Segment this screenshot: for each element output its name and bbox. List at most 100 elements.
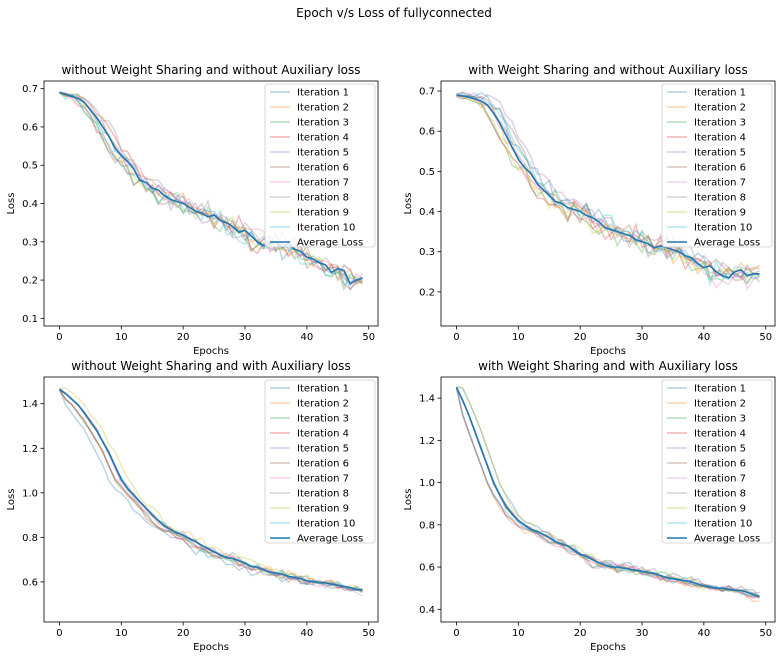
axes-frame <box>440 80 776 327</box>
iteration-5-line <box>456 92 760 280</box>
y-tick-label: 0.3 <box>22 237 38 248</box>
y-tick-label: 0.4 <box>419 605 435 616</box>
legend: Iteration 1 Iteration 2 Iteration 3 Iterati… <box>661 83 773 249</box>
x-tick-label: 50 <box>759 628 772 639</box>
y-tick-label: 0.6 <box>419 563 435 574</box>
iteration-3-line <box>59 91 363 292</box>
legend-label: Iteration 3 <box>297 118 349 129</box>
x-tick-label: 10 <box>115 628 128 639</box>
legend-label: Iteration 3 <box>694 414 746 425</box>
legend-label: Iteration 1 <box>694 384 746 395</box>
subplot-title: with Weight Sharing and without Auxiliar… <box>468 63 747 77</box>
x-tick-label: 50 <box>362 332 375 343</box>
y-tick-label: 1.2 <box>22 444 38 455</box>
x-tick-label: 20 <box>177 332 190 343</box>
subplot-grid: 0 10 20 30 40 50 0.1 0.2 0.3 0.4 0.5 0.6 0.7 without … <box>6 63 776 653</box>
y-tick-label: 0.2 <box>22 276 38 287</box>
legend-label: Iteration 3 <box>694 118 746 129</box>
y-tick-label: 1.4 <box>22 399 38 410</box>
x-tick-label: 50 <box>759 332 772 343</box>
legend-label: Iteration 9 <box>297 208 349 219</box>
y-tick-label: 0.4 <box>22 199 38 210</box>
y-tick-label: 0.6 <box>22 577 38 588</box>
iteration-10-line <box>456 94 760 287</box>
x-tick-label: 40 <box>301 332 314 343</box>
y-tick-label: 0.8 <box>22 533 38 544</box>
legend-label: Average Loss <box>297 238 363 249</box>
legend-label: Iteration 10 <box>297 223 355 234</box>
legend-label: Iteration 7 <box>694 474 746 485</box>
average-loss-line <box>59 388 363 591</box>
subplot-2: 0 10 20 30 40 50 0.2 0.3 0.4 0.5 0.6 0.7 with Weight… <box>403 63 776 357</box>
legend-label: Iteration 2 <box>297 399 349 410</box>
x-axis-label: Epochs <box>590 642 626 653</box>
subplot-title: without Weight Sharing and without Auxil… <box>61 63 360 77</box>
legend-label: Iteration 9 <box>694 504 746 515</box>
iteration-2-line <box>456 94 760 276</box>
figure-title: Epoch v/s Loss of fullyconnected <box>296 6 492 20</box>
x-tick-label: 10 <box>512 628 525 639</box>
x-tick-label: 0 <box>453 332 459 343</box>
x-tick-label: 0 <box>56 628 62 639</box>
y-tick-label: 1.2 <box>419 436 435 447</box>
iteration-6-line <box>455 387 760 595</box>
x-axis-label: Epochs <box>193 642 229 653</box>
x-tick-label: 40 <box>301 628 314 639</box>
iteration-1-line <box>58 389 363 591</box>
iteration-5-line <box>455 387 760 599</box>
legend-label: Iteration 2 <box>694 103 746 114</box>
legend-box <box>661 379 773 544</box>
legend-label: Average Loss <box>694 238 760 249</box>
legend-label: Iteration 10 <box>694 223 752 234</box>
legend-label: Iteration 8 <box>297 489 349 500</box>
subplot-3: 0 10 20 30 40 50 0.6 0.8 1.0 1.2 1.4 without Weight… <box>6 359 379 653</box>
legend-label: Iteration 8 <box>694 489 746 500</box>
plot-area <box>58 387 363 597</box>
legend-label: Iteration 9 <box>297 504 349 515</box>
iteration-1-line <box>456 386 761 598</box>
iteration-8-line <box>59 91 363 284</box>
y-axis-label: Loss <box>403 193 414 215</box>
legend-label: Iteration 1 <box>297 384 349 395</box>
iteration-4-line <box>455 387 760 599</box>
iteration-6-line <box>456 91 760 282</box>
legend-label: Iteration 5 <box>694 148 746 159</box>
legend-label: Iteration 8 <box>694 193 746 204</box>
y-tick-label: 1.4 <box>419 394 435 405</box>
legend-label: Iteration 3 <box>297 414 349 425</box>
average-loss-line <box>59 91 363 286</box>
x-tick-label: 50 <box>362 628 375 639</box>
legend: Iteration 1 Iteration 2 Iteration 3 Iterati… <box>264 83 376 249</box>
legend-label: Iteration 5 <box>694 444 746 455</box>
legend-box <box>264 83 376 248</box>
plot-area <box>455 386 761 603</box>
legend-label: Iteration 4 <box>297 133 349 144</box>
axes-frame <box>440 376 776 623</box>
y-tick-label: 0.6 <box>22 122 38 133</box>
y-tick-label: 1.0 <box>22 488 38 499</box>
x-tick-label: 20 <box>574 628 587 639</box>
x-tick-label: 30 <box>636 628 649 639</box>
legend-label: Iteration 7 <box>694 178 746 189</box>
legend-box <box>661 83 773 248</box>
legend-label: Iteration 2 <box>694 399 746 410</box>
y-tick-label: 0.1 <box>22 314 38 325</box>
iteration-10-line <box>58 91 363 286</box>
y-tick-label: 0.7 <box>22 84 38 95</box>
x-tick-label: 40 <box>698 628 711 639</box>
y-tick-label: 0.7 <box>419 87 435 98</box>
legend-label: Iteration 7 <box>297 178 349 189</box>
legend-label: Iteration 2 <box>297 103 349 114</box>
subplot-title: without Weight Sharing and with Auxiliar… <box>71 359 350 373</box>
iteration-9-line <box>59 387 363 591</box>
x-tick-label: 40 <box>698 332 711 343</box>
legend-label: Iteration 6 <box>694 459 746 470</box>
x-tick-label: 30 <box>239 332 252 343</box>
y-tick-label: 0.6 <box>419 127 435 138</box>
average-loss-line <box>455 387 760 598</box>
y-tick-label: 0.5 <box>22 161 38 172</box>
x-tick-label: 30 <box>636 332 649 343</box>
legend-label: Iteration 7 <box>297 474 349 485</box>
y-axis-label: Loss <box>6 489 17 511</box>
